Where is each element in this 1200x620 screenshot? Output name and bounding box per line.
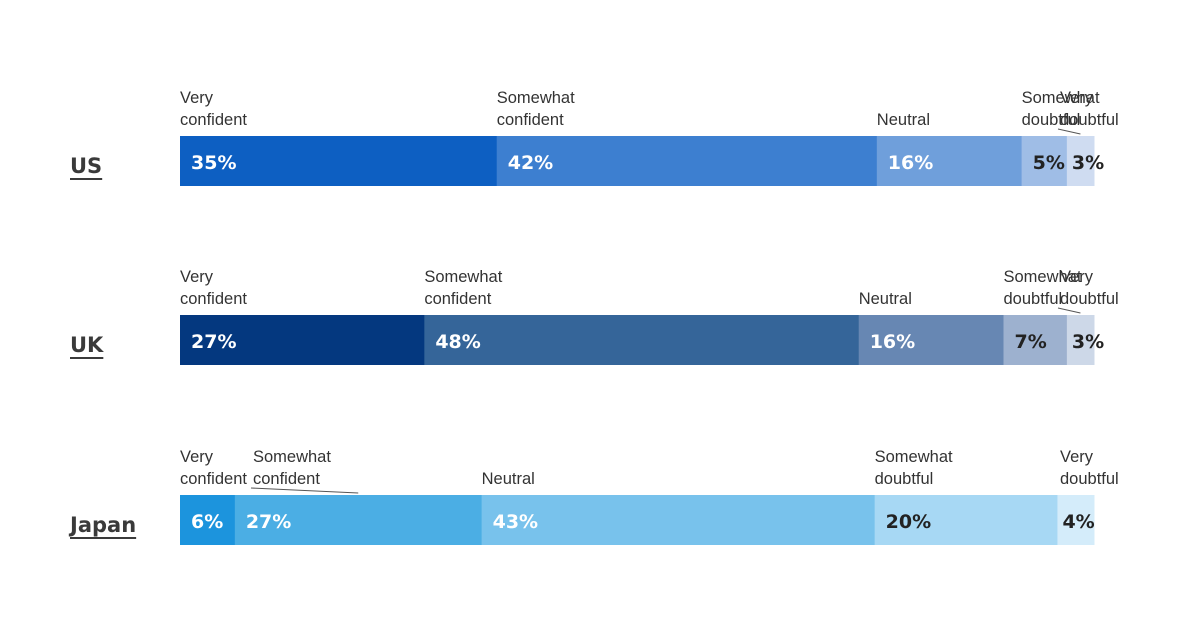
country-underline-japan <box>70 537 137 539</box>
leader-line-uk-very-doubtful <box>1057 307 1081 314</box>
category-label-uk-very-doubtful: Very doubtful <box>1060 268 1119 308</box>
bar-segment-japan-somewhat-confident <box>234 495 483 545</box>
bar-segment-us-somewhat-doubtful <box>1021 136 1068 186</box>
bar-segment-japan-neutral <box>481 495 876 545</box>
category-label-uk-neutral: Neutral <box>859 290 912 308</box>
category-label-japan-neutral: Neutral <box>482 470 535 488</box>
category-label-us-neutral: Neutral <box>877 111 930 129</box>
value-label-uk-neutral: 16% <box>870 331 915 353</box>
bar-segment-japan-very-confident <box>180 495 236 545</box>
country-label-us: US <box>70 154 102 178</box>
country-underline-uk <box>70 357 104 359</box>
value-label-japan-very-doubtful: 4% <box>1062 511 1094 533</box>
country-label-japan: Japan <box>68 513 136 537</box>
value-label-uk-very-doubtful: 3% <box>1072 331 1104 353</box>
value-label-japan-very-confident: 6% <box>191 511 223 533</box>
bar-segment-japan-very-doubtful <box>1057 495 1095 545</box>
value-label-japan-neutral: 43% <box>493 511 538 533</box>
category-label-japan-very-doubtful: Very doubtful <box>1060 448 1119 488</box>
leader-line-us-very-doubtful <box>1057 128 1081 135</box>
category-label-uk-somewhat-doubtful: Somewhat doubtful <box>1004 268 1082 308</box>
bar-segment-uk-somewhat-doubtful <box>1003 315 1068 365</box>
bar-segment-uk-neutral <box>858 315 1005 365</box>
value-label-uk-somewhat-doubtful: 7% <box>1015 331 1047 353</box>
leader-line-japan-somewhat-confident <box>250 487 359 494</box>
value-label-us-somewhat-doubtful: 5% <box>1033 152 1065 174</box>
value-label-us-neutral: 16% <box>888 152 933 174</box>
category-label-japan-very-confident: Very confident <box>180 448 247 488</box>
category-label-us-very-confident: Very confident <box>180 89 247 129</box>
bar-segment-us-very-confident <box>180 136 498 186</box>
bar-segment-us-somewhat-confident <box>496 136 878 186</box>
country-underline-us <box>70 178 103 180</box>
value-label-japan-somewhat-doubtful: 20% <box>886 511 931 533</box>
country-label-uk: UK <box>70 333 104 357</box>
category-label-us-somewhat-doubtful: Somewhat doubtful <box>1022 89 1100 129</box>
category-label-uk-somewhat-confident: Somewhat confident <box>424 268 502 308</box>
bar-segment-us-very-doubtful <box>1066 136 1095 186</box>
value-label-us-somewhat-confident: 42% <box>508 152 553 174</box>
value-label-japan-somewhat-confident: 27% <box>246 511 291 533</box>
bar-segment-us-neutral <box>876 136 1023 186</box>
bar-segment-uk-very-confident <box>180 315 425 365</box>
value-label-uk-somewhat-confident: 48% <box>435 331 480 353</box>
category-label-us-somewhat-confident: Somewhat confident <box>497 89 575 129</box>
category-label-japan-somewhat-confident: Somewhat confident <box>253 448 331 488</box>
category-label-us-very-doubtful: Very doubtful <box>1060 89 1119 129</box>
category-label-uk-very-confident: Very confident <box>180 268 247 308</box>
value-label-us-very-doubtful: 3% <box>1072 152 1104 174</box>
category-label-japan-somewhat-doubtful: Somewhat doubtful <box>875 448 953 488</box>
bar-segment-uk-very-doubtful <box>1066 315 1095 365</box>
value-label-us-very-confident: 35% <box>191 152 236 174</box>
bar-segment-uk-somewhat-confident <box>424 315 860 365</box>
value-label-uk-very-confident: 27% <box>191 331 236 353</box>
bar-segment-japan-somewhat-doubtful <box>874 495 1058 545</box>
